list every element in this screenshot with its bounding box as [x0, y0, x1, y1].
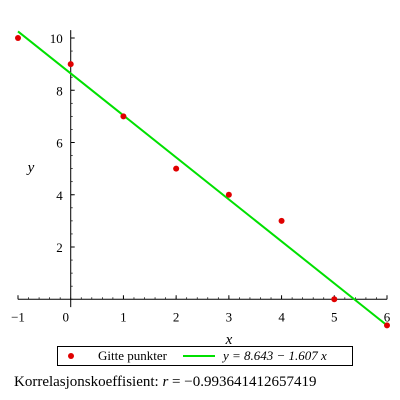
data-point: [225, 191, 232, 198]
y-tick-label: 6: [56, 136, 63, 151]
legend: Gitte punkter y = 8.643 − 1.607 x: [57, 346, 353, 366]
x-tick-label: 1: [120, 309, 127, 324]
y-tick-label: 4: [56, 188, 63, 203]
correlation-r-symbol: r: [162, 374, 169, 390]
x-axis-label: x: [225, 332, 233, 345]
legend-item-line: y = 8.643 − 1.607 x: [177, 348, 327, 364]
legend-points-label: Gitte punkter: [98, 348, 167, 363]
x-origin-label: 0: [62, 309, 69, 324]
correlation-annotation: Korrelasjonskoeffisient: r = −0.99364141…: [14, 374, 316, 391]
scatter-plot: −1 1 2 3 4 5 6 0 2 4 6 8 10 x y: [11, 30, 391, 345]
y-tick-label: 10: [50, 31, 63, 46]
data-point: [173, 165, 180, 172]
x-tick-label: 2: [173, 309, 180, 324]
x-tick-label: 6: [384, 309, 391, 324]
data-point: [67, 61, 74, 68]
data-point: [331, 296, 338, 303]
data-point: [278, 217, 285, 224]
legend-line-marker: [182, 355, 215, 357]
axes: [17, 30, 388, 308]
data-points-layer: [15, 35, 390, 329]
x-tick-label: 3: [226, 309, 233, 324]
correlation-value: = −0.993641412657419: [168, 374, 317, 390]
legend-item-points: Gitte punkter: [68, 348, 167, 364]
data-point: [15, 35, 21, 41]
correlation-prefix: Korrelasjonskoeffisient:: [14, 374, 163, 390]
legend-line-label: y = 8.643 − 1.607 x: [222, 348, 327, 363]
y-axis-label: y: [26, 160, 35, 176]
data-point: [384, 322, 390, 329]
tick-labels: −1 1 2 3 4 5 6 0 2 4 6 8 10: [11, 31, 391, 324]
x-tick-label: −1: [11, 309, 25, 324]
legend-point-marker: [68, 353, 74, 359]
x-tick-label: 5: [331, 309, 338, 324]
y-tick-label: 8: [56, 83, 63, 98]
regression-line: [17, 30, 388, 327]
regression-line-layer: [17, 30, 388, 327]
data-point: [120, 113, 127, 120]
y-tick-label: 2: [56, 240, 63, 255]
x-tick-label: 4: [278, 309, 285, 324]
